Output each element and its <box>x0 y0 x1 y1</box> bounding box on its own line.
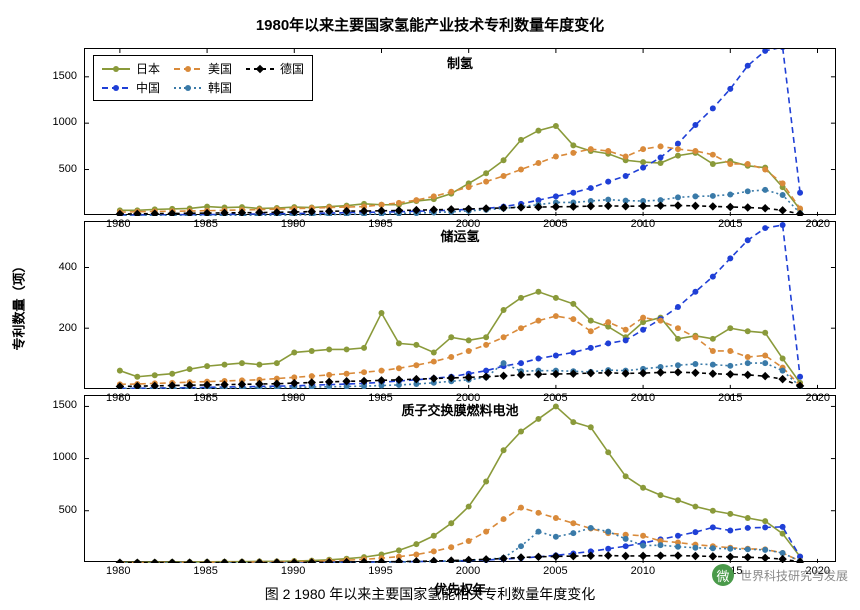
panel-title: 质子交换膜燃料电池 <box>401 400 518 419</box>
panel-pemfc: 质子交换膜燃料电池 198019851990199520002005201020… <box>84 395 836 562</box>
x-tick: 2005 <box>543 565 567 577</box>
x-tick: 1990 <box>281 565 305 577</box>
y-tick: 1000 <box>53 116 77 128</box>
x-tick: 2010 <box>631 565 655 577</box>
legend-item-de: 德国 <box>246 60 304 77</box>
y-tick: 400 <box>59 261 77 273</box>
legend-label: 中国 <box>136 79 160 96</box>
watermark: 微 世界科技研究与发展 <box>712 564 848 586</box>
figure-title: 1980年以来主要国家氢能产业技术专利数量年度变化 <box>0 0 860 35</box>
x-tick: 1980 <box>106 565 130 577</box>
y-tick: 500 <box>59 504 77 516</box>
y-tick: 200 <box>59 322 77 334</box>
legend-label: 德国 <box>280 60 304 77</box>
panel-title: 储运氢 <box>440 226 479 245</box>
x-tick: 1995 <box>368 565 392 577</box>
panels-region: 制氢 日本中国美国韩国德国198019851990199520002005201… <box>84 48 836 562</box>
y-axis-label: 专利数量（项） <box>9 259 28 350</box>
panel-plot-h2store <box>85 222 835 389</box>
legend-item-cn: 中国 <box>102 79 160 96</box>
panel-plot-pemfc <box>85 396 835 563</box>
legend-label: 日本 <box>136 60 160 77</box>
panel-h2prod: 制氢 日本中国美国韩国德国198019851990199520002005201… <box>84 48 836 215</box>
y-tick: 1500 <box>53 399 77 411</box>
legend-item-us: 美国 <box>174 60 232 77</box>
legend-item-jp: 日本 <box>102 60 160 77</box>
watermark-text: 世界科技研究与发展 <box>740 567 848 584</box>
panel-h2store: 储运氢 198019851990199520002005201020152020… <box>84 221 836 388</box>
figure-container: 1980年以来主要国家氢能产业技术专利数量年度变化 专利数量（项） 制氢 日本中… <box>0 0 860 610</box>
figure-caption: 图 2 1980 年以来主要国家氢能相关专利数量年度变化 <box>0 584 860 604</box>
panel-title: 制氢 <box>447 53 473 72</box>
legend-label: 韩国 <box>208 79 232 96</box>
y-tick: 1000 <box>53 451 77 463</box>
x-tick: 1985 <box>193 565 217 577</box>
legend-item-kr: 韩国 <box>174 79 232 96</box>
legend: 日本中国 美国韩国 德国 <box>93 55 313 101</box>
y-tick: 1500 <box>53 70 77 82</box>
legend-label: 美国 <box>208 60 232 77</box>
x-tick: 2000 <box>456 565 480 577</box>
y-tick: 500 <box>59 163 77 175</box>
wechat-icon: 微 <box>712 564 734 586</box>
